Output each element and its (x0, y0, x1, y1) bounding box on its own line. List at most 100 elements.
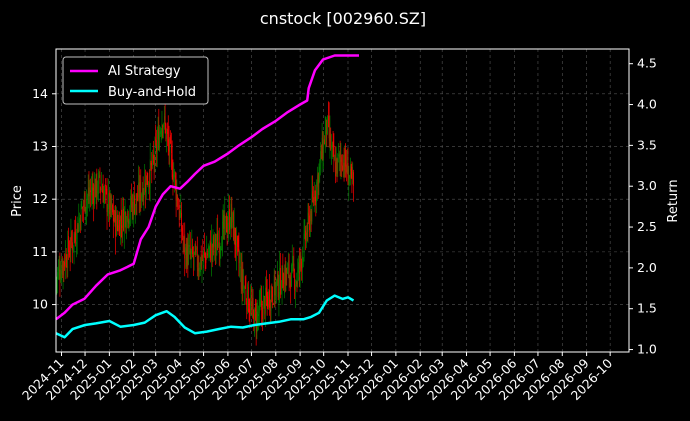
price-candle (167, 129, 168, 134)
price-candle (233, 212, 234, 240)
price-candle (144, 179, 146, 194)
price-candle (258, 298, 260, 314)
price-candle (227, 225, 229, 230)
price-candle (128, 220, 130, 224)
price-candle (215, 244, 217, 247)
price-candle (163, 124, 164, 128)
price-candle (314, 196, 316, 202)
price-candle (308, 214, 310, 216)
price-candle (196, 246, 198, 268)
price-candle (304, 227, 306, 233)
price-candle (331, 144, 333, 146)
price-candle (315, 197, 317, 199)
price-candle (240, 267, 242, 289)
price-candle (181, 212, 182, 232)
price-candle (207, 253, 208, 256)
price-candle (236, 235, 237, 254)
price-candle (211, 245, 213, 251)
price-candle (66, 266, 68, 268)
price-candle (241, 268, 243, 292)
price-candle (257, 312, 259, 315)
series-lines (55, 54, 359, 339)
price-candle (284, 270, 286, 285)
y-axis-label-right: Return (666, 179, 681, 222)
price-candle (99, 174, 101, 184)
price-candle (258, 314, 259, 317)
y-tick-label-right: 4.5 (637, 56, 657, 71)
price-candle (106, 188, 108, 213)
price-candle (238, 248, 240, 264)
price-candle (240, 266, 241, 268)
price-candle (79, 217, 80, 223)
price-candle (186, 243, 188, 267)
price-candle (204, 253, 206, 256)
price-candle (165, 123, 167, 140)
price-candle (72, 245, 74, 247)
price-candle (72, 242, 73, 250)
price-candle (216, 232, 218, 242)
y-tick-label-right: 3.5 (637, 137, 657, 152)
price-candle (113, 218, 115, 221)
price-candle (156, 141, 158, 154)
price-candle (131, 201, 133, 208)
price-candle (70, 232, 72, 251)
price-candle (273, 303, 274, 305)
price-candle (309, 214, 311, 232)
price-candle (325, 117, 327, 134)
price-candle (125, 213, 127, 228)
price-candle (121, 225, 123, 229)
price-candle (94, 184, 96, 198)
price-candle (205, 256, 207, 263)
price-candle (147, 184, 149, 185)
price-candle (132, 201, 134, 216)
price-candle (349, 165, 351, 178)
price-candle (91, 187, 93, 196)
price-candle (259, 302, 261, 304)
price-candle (200, 253, 202, 267)
price-candle (290, 280, 292, 290)
price-candle (299, 254, 301, 270)
price-candle (300, 255, 302, 261)
price-candle (339, 153, 340, 157)
price-candle (112, 204, 113, 213)
price-candle (178, 205, 180, 221)
price-candle (208, 247, 210, 250)
price-candle (341, 157, 343, 166)
price-candle (206, 253, 208, 260)
price-candle (310, 211, 312, 222)
price-candle (351, 167, 353, 179)
price-candle (347, 163, 349, 185)
price-candle (320, 151, 322, 159)
price-candle (141, 194, 142, 200)
price-candle (273, 275, 275, 305)
price-candle (224, 213, 226, 230)
price-candle (316, 182, 317, 202)
price-candle (61, 268, 62, 279)
price-candle (223, 214, 225, 229)
price-candle (142, 187, 144, 201)
price-candle (277, 271, 278, 283)
price-candle (63, 262, 65, 265)
price-candle (329, 132, 331, 141)
price-candle (289, 276, 291, 280)
price-candle (328, 116, 329, 121)
price-candle (249, 308, 251, 315)
price-candle (96, 172, 98, 196)
price-candle (173, 174, 175, 181)
price-candle (139, 182, 141, 201)
price-candle (57, 272, 58, 279)
price-candle (244, 287, 246, 288)
price-candle (340, 159, 342, 162)
price-candle (100, 187, 102, 191)
price-candle (317, 174, 319, 188)
price-candle (134, 195, 135, 214)
price-candle (124, 211, 126, 215)
price-candle (276, 279, 277, 288)
price-candle (155, 138, 157, 142)
y-tick-label-right: 1.5 (637, 301, 657, 316)
price-candle (138, 183, 140, 201)
price-candle (307, 212, 309, 232)
price-candle (311, 193, 313, 222)
price-candle (228, 210, 230, 225)
price-candle (322, 140, 324, 159)
